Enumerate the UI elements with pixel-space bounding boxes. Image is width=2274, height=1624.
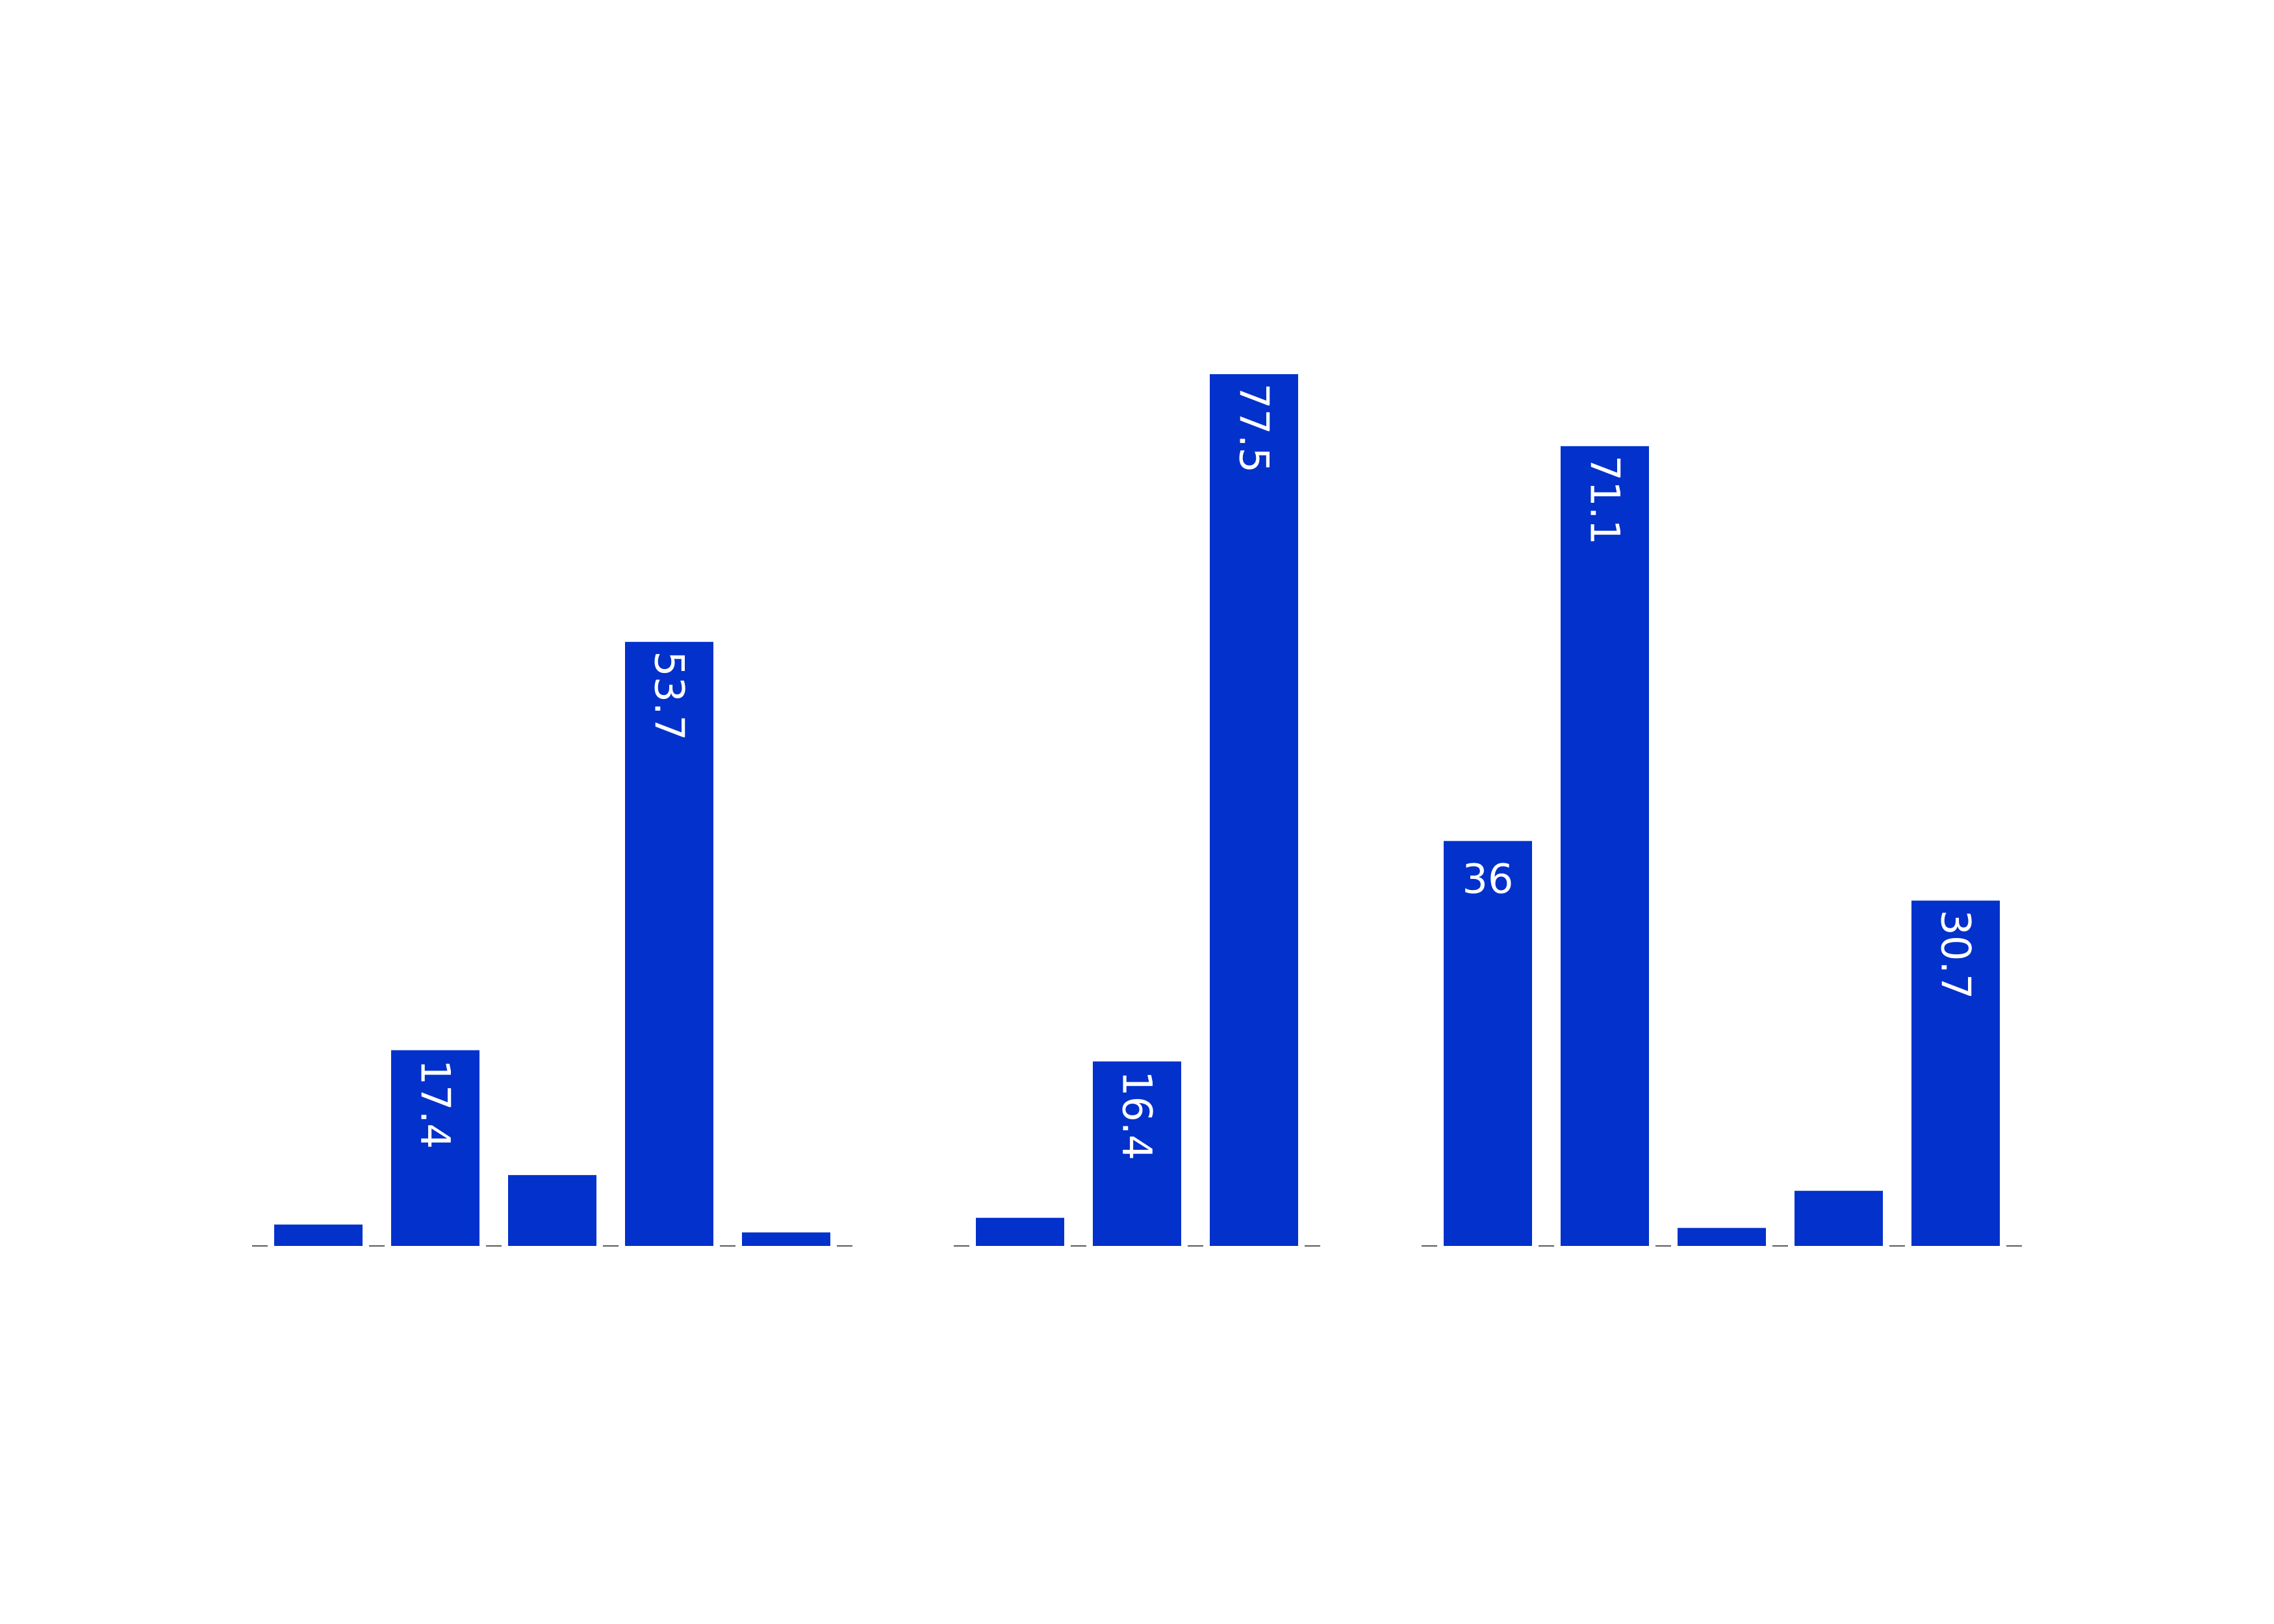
- bar: [508, 1174, 596, 1246]
- bar: [1795, 1191, 1883, 1246]
- bars-layer: [274, 374, 2000, 1246]
- data-label: 16.4: [1114, 1071, 1161, 1160]
- data-labels-layer: 17.4 53.7 16.4 77.5 36 71.1 30.7: [412, 383, 1980, 1160]
- data-label: 17.4: [412, 1059, 459, 1149]
- data-label: 53.7: [646, 651, 693, 741]
- bar: [976, 1217, 1064, 1246]
- bar: [274, 1224, 363, 1246]
- bar: [625, 642, 713, 1246]
- bar: [1561, 446, 1649, 1246]
- bar: [1678, 1228, 1766, 1246]
- bar: [1911, 900, 2000, 1246]
- data-label: 77.5: [1231, 383, 1278, 473]
- bar: [1444, 841, 1532, 1246]
- bar: [1210, 374, 1298, 1246]
- data-label: 36: [1463, 856, 1514, 903]
- bar: [1093, 1061, 1181, 1246]
- bar: [391, 1050, 479, 1246]
- bar: [742, 1232, 830, 1246]
- data-label: 30.7: [1932, 909, 1980, 999]
- data-label: 71.1: [1581, 455, 1629, 545]
